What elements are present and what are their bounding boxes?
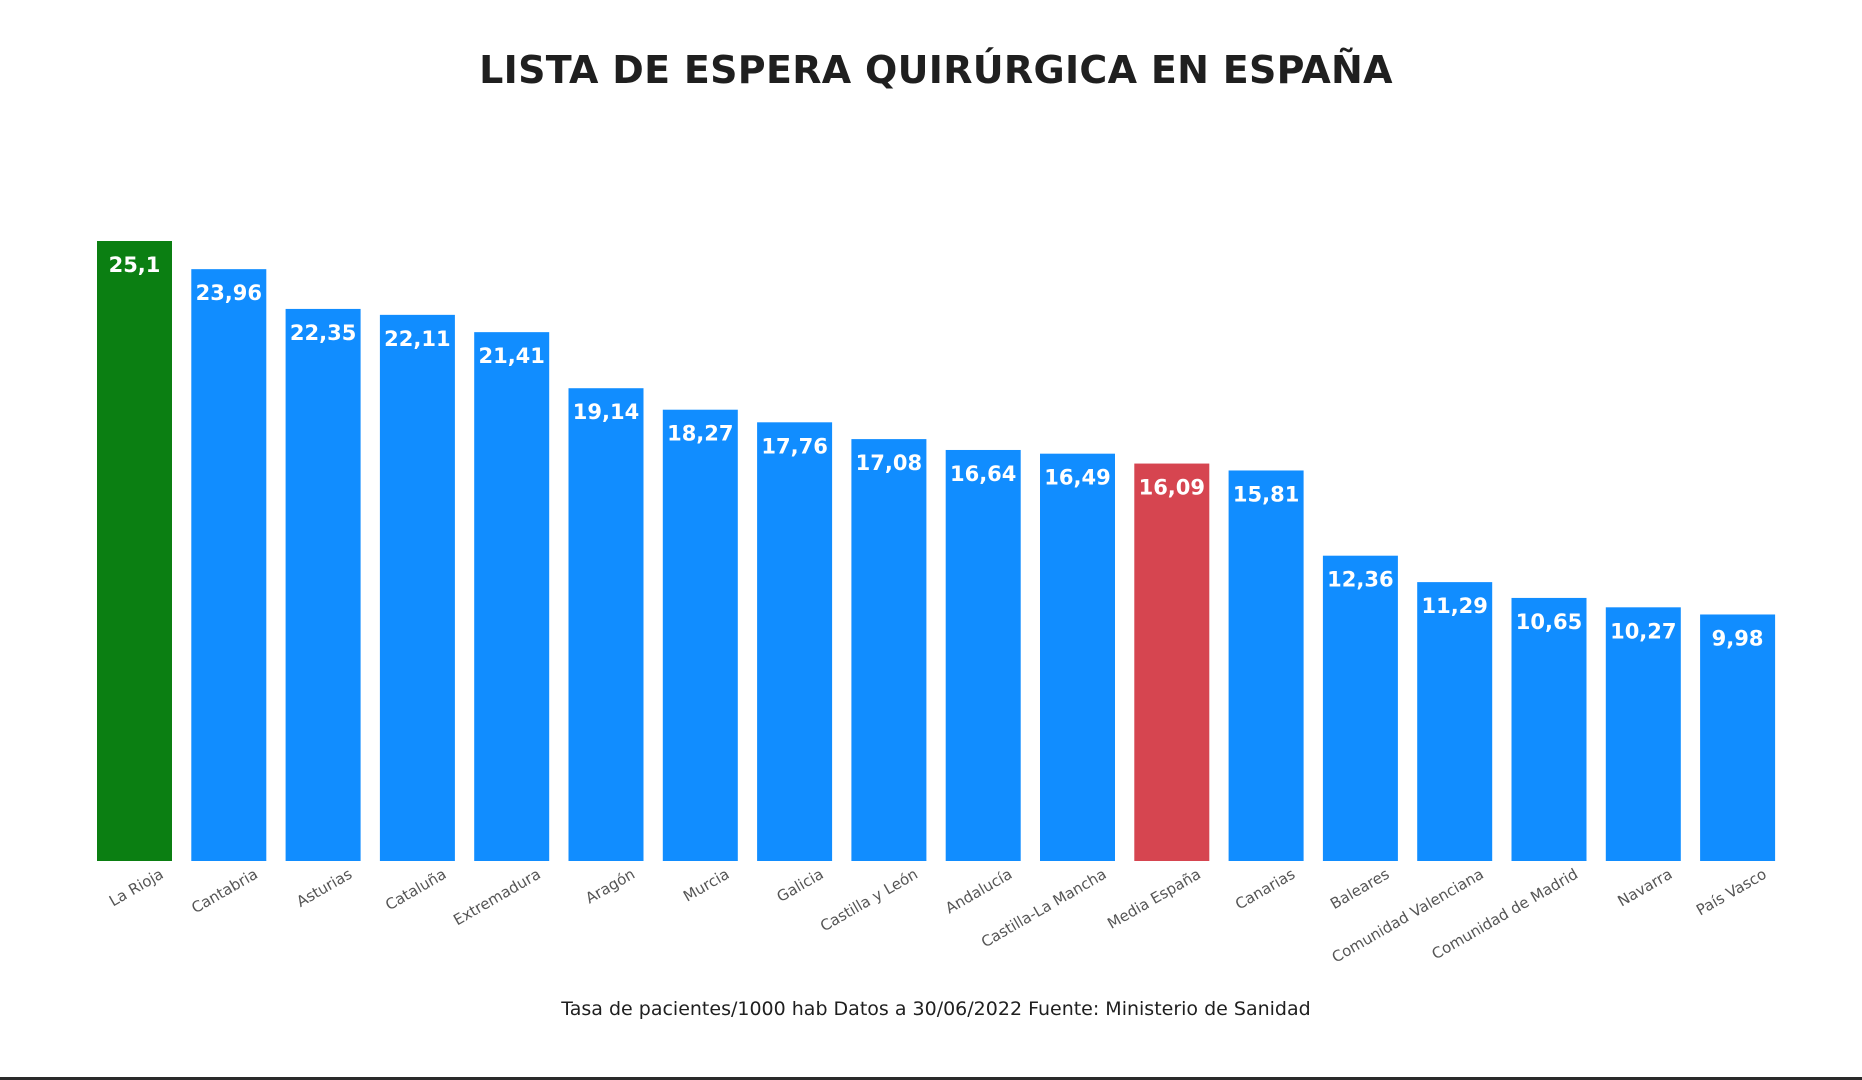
category-label-baleares: Baleares xyxy=(1327,865,1392,913)
bar-group-pais-vasco: 9,98 País Vasco xyxy=(1693,614,1776,920)
bar-group-asturias: 22,35 Asturias xyxy=(285,308,361,911)
category-label-canarias: Canarias xyxy=(1232,865,1298,914)
bar-canarias xyxy=(1228,470,1304,861)
bar-group-la-rioja: 25,1 La Rioja xyxy=(97,241,172,910)
bar-comunidad-valenciana xyxy=(1417,582,1493,861)
bottom-border xyxy=(0,1077,1862,1080)
value-label-baleares: 12,36 xyxy=(1327,568,1393,592)
bar-aragon xyxy=(568,388,644,861)
value-label-murcia: 18,27 xyxy=(667,422,733,446)
bar-andalucia xyxy=(945,449,1021,861)
bar-group-canarias: 15,81 Canarias xyxy=(1228,470,1304,914)
bar-media-espana xyxy=(1134,463,1210,861)
bar-group-cantabria: 23,96 Cantabria xyxy=(188,269,267,917)
value-label-extremadura: 21,41 xyxy=(478,344,544,368)
category-label-navarra: Navarra xyxy=(1615,865,1676,910)
bar-cataluna xyxy=(379,314,455,861)
value-label-castilla-y-leon: 17,08 xyxy=(856,451,922,475)
category-label-la-rioja: La Rioja xyxy=(106,865,166,910)
bar-group-navarra: 10,27 Navarra xyxy=(1605,607,1681,910)
value-label-aragon: 19,14 xyxy=(573,400,639,424)
bar-group-media-espana: 16,09 Media España xyxy=(1104,463,1210,933)
category-label-andalucia: Andalucía xyxy=(942,865,1015,917)
bar-group-murcia: 18,27 Murcia xyxy=(662,409,738,906)
bar-asturias xyxy=(285,308,361,861)
category-label-murcia: Murcia xyxy=(680,865,732,906)
value-label-canarias: 15,81 xyxy=(1233,482,1299,506)
category-label-pais-vasco: País Vasco xyxy=(1693,865,1769,920)
value-label-galicia: 17,76 xyxy=(761,434,827,458)
bar-extremadura xyxy=(474,332,550,861)
value-label-andalucia: 16,64 xyxy=(950,462,1016,486)
chart-caption: Tasa de pacientes/1000 hab Datos a 30/06… xyxy=(561,998,1311,1020)
value-label-pais-vasco: 9,98 xyxy=(1712,626,1764,650)
value-label-comunidad-valenciana: 11,29 xyxy=(1421,594,1487,618)
bar-la-rioja xyxy=(97,241,172,861)
category-label-extremadura: Extremadura xyxy=(450,865,543,929)
bar-group-castilla-y-leon: 17,08 Castilla y León xyxy=(817,439,927,935)
value-label-navarra: 10,27 xyxy=(1610,619,1676,643)
value-label-comunidad-de-madrid: 10,65 xyxy=(1516,610,1582,634)
bar-comunidad-de-madrid xyxy=(1511,597,1587,861)
category-label-media-espana: Media España xyxy=(1104,865,1204,933)
bar-murcia xyxy=(662,409,738,861)
bar-group-baleares: 12,36 Baleares xyxy=(1322,555,1398,913)
bar-galicia xyxy=(757,422,833,861)
chart-title: LISTA DE ESPERA QUIRÚRGICA EN ESPAÑA xyxy=(479,48,1393,92)
category-label-cantabria: Cantabria xyxy=(188,865,260,917)
value-label-castilla-la-mancha: 16,49 xyxy=(1044,466,1110,490)
value-label-media-espana: 16,09 xyxy=(1139,476,1205,500)
bar-group-galicia: 17,76 Galicia xyxy=(757,422,833,906)
bar-baleares xyxy=(1322,555,1398,861)
bar-group-extremadura: 21,41 Extremadura xyxy=(450,332,550,929)
category-label-asturias: Asturias xyxy=(293,865,355,911)
bar-group-aragon: 19,14 Aragón xyxy=(568,388,644,908)
value-label-cataluna: 22,11 xyxy=(384,327,450,351)
bar-group-cataluna: 22,11 Cataluña xyxy=(379,314,455,914)
bar-cantabria xyxy=(191,269,267,861)
value-label-cantabria: 23,96 xyxy=(196,281,262,305)
bar-castilla-la-mancha xyxy=(1040,453,1115,861)
value-label-la-rioja: 25,1 xyxy=(109,253,161,277)
category-label-galicia: Galicia xyxy=(774,865,827,906)
category-label-castilla-y-leon: Castilla y León xyxy=(817,865,921,935)
category-label-cataluna: Cataluña xyxy=(382,865,449,914)
category-label-comunidad-valenciana: Comunidad Valenciana xyxy=(1329,865,1487,967)
bar-navarra xyxy=(1605,607,1681,861)
bar-pais-vasco xyxy=(1700,614,1776,861)
bar-castilla-y-leon xyxy=(851,439,927,861)
value-label-asturias: 22,35 xyxy=(290,321,356,345)
bar-group-andalucia: 16,64 Andalucía xyxy=(942,449,1021,917)
category-label-aragon: Aragón xyxy=(582,865,638,908)
